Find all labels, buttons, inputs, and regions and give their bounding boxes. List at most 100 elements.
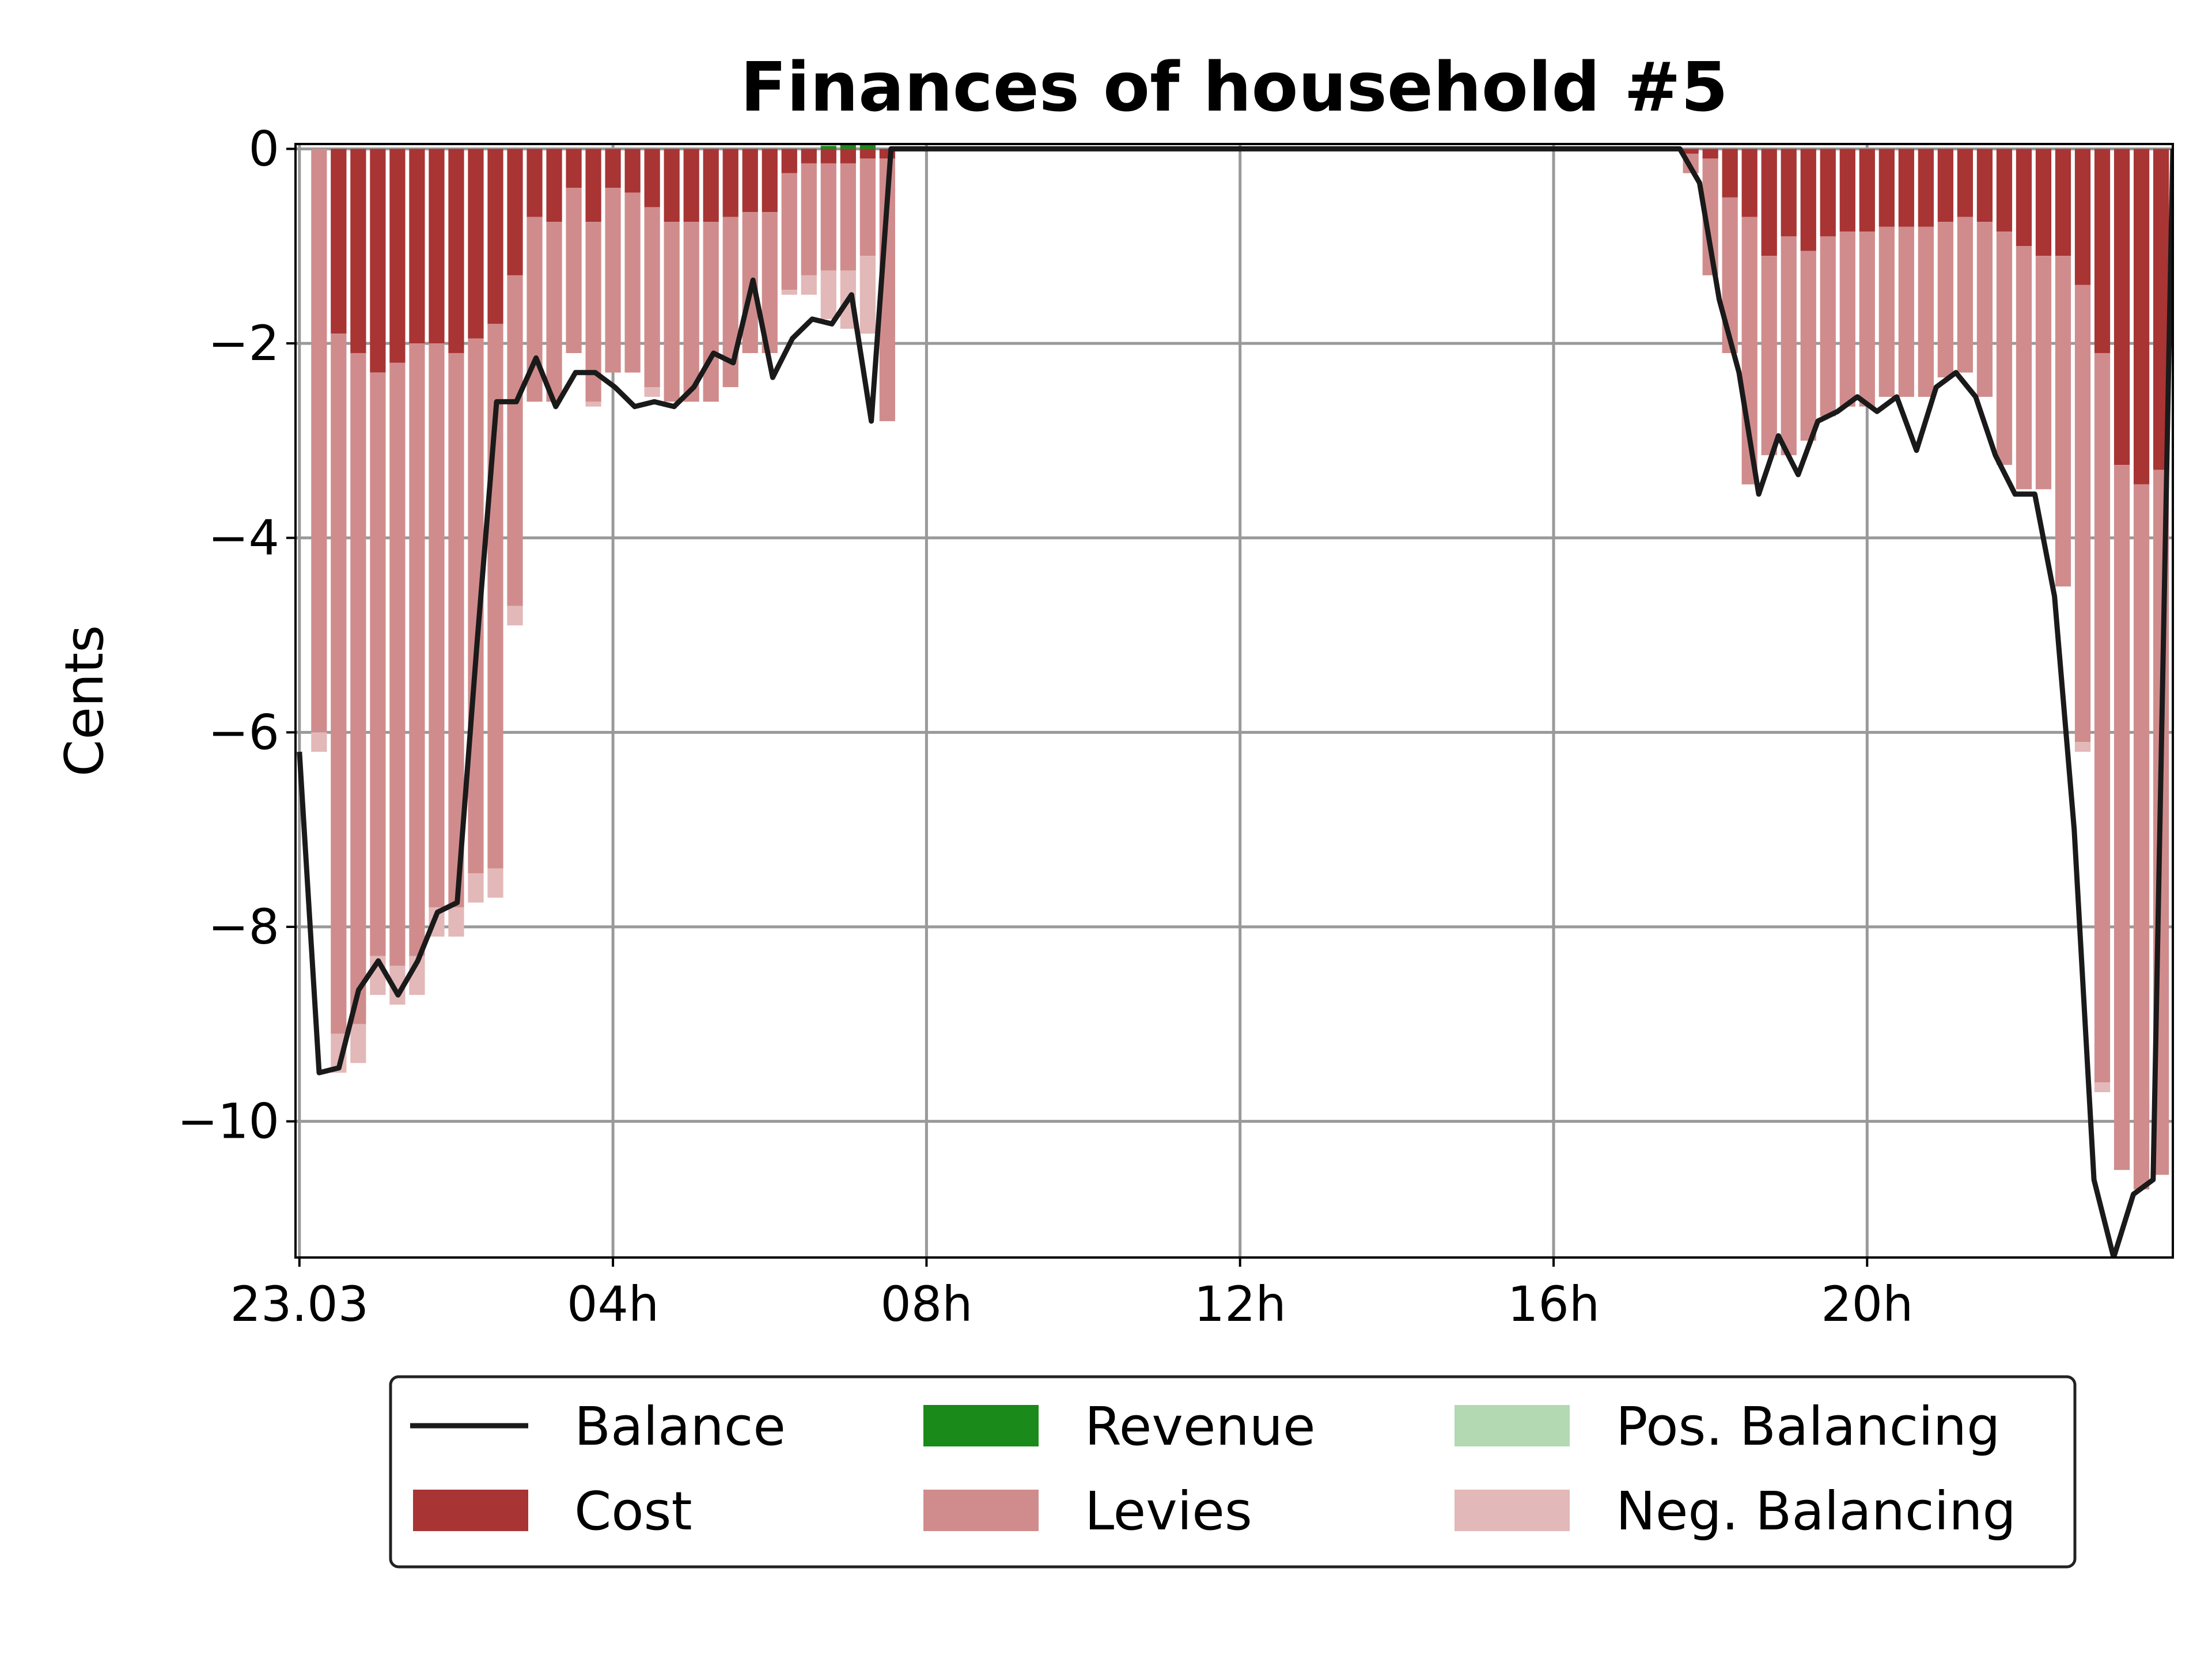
bar-cost — [644, 149, 660, 207]
legend-label-neg-balancing: Neg. Balancing — [1616, 1480, 2016, 1542]
bar-levies — [1839, 231, 1855, 407]
bar-revenue — [840, 144, 856, 149]
bar-cost — [1702, 149, 1718, 159]
bar-levies — [1800, 251, 1816, 441]
bar-neg-balancing — [487, 868, 503, 898]
bar-cost — [389, 149, 406, 363]
bar-neg-balancing — [448, 907, 464, 937]
bar-levies — [1859, 231, 1875, 407]
bar-cost — [840, 149, 856, 164]
bar-cost — [1957, 149, 1974, 217]
bar-cost — [1781, 149, 1797, 237]
bar-cost — [1800, 149, 1816, 251]
legend-swatch-neg-balancing — [1455, 1490, 1570, 1531]
axis-ticks: 0 −2 −4 −6 −8 −10 23.03 04h 08h 12h 16h 20h — [177, 120, 1914, 1332]
bar-levies — [683, 222, 699, 402]
bar-cost — [859, 149, 876, 159]
bar-pos-balancing — [820, 145, 836, 146]
bar-levies — [389, 362, 406, 966]
bar-cost — [429, 149, 445, 344]
bar-cost — [585, 149, 601, 222]
bar-levies — [820, 163, 836, 271]
bar-cost — [2094, 149, 2111, 353]
bar-neg-balancing — [350, 1024, 366, 1063]
bar-cost — [1761, 149, 1777, 256]
bar-cost — [781, 149, 797, 173]
bar-levies — [624, 192, 641, 373]
bar-levies — [840, 163, 856, 271]
bar-neg-balancing — [311, 732, 327, 752]
bar-levies — [1976, 222, 1993, 397]
bar-levies — [1878, 226, 1895, 397]
legend-swatch-revenue — [923, 1405, 1039, 1446]
bar-cost — [1741, 149, 1758, 217]
legend-label-balance: Balance — [574, 1396, 786, 1457]
bar-levies — [1761, 256, 1777, 456]
bar-cost — [2133, 149, 2150, 484]
x-tick-label: 20h — [1821, 1276, 1913, 1332]
bar-cost — [370, 149, 386, 373]
bar-cost — [683, 149, 699, 222]
bar-cost — [487, 149, 503, 324]
y-tick-label: −10 — [177, 1093, 279, 1150]
bar-levies — [1898, 226, 1914, 397]
bar-levies — [2133, 484, 2150, 1190]
bar-levies — [311, 149, 327, 733]
bar-cost — [1898, 149, 1914, 227]
bar-neg-balancing — [781, 290, 797, 295]
bar-neg-balancing — [644, 387, 660, 397]
bar-cost — [566, 149, 582, 188]
x-tick-label: 08h — [880, 1276, 972, 1332]
bar-levies — [2055, 256, 2071, 587]
bar-cost — [1859, 149, 1875, 232]
balance-line-layer — [297, 146, 2173, 1257]
legend-swatch-cost — [413, 1490, 528, 1531]
bar-cost — [1996, 149, 2013, 232]
bar-cost — [468, 149, 484, 339]
chart-title: Finances of household #5 — [740, 47, 1728, 127]
bar-cost — [1878, 149, 1895, 227]
y-tick-label: −6 — [208, 704, 279, 760]
bar-levies — [2016, 246, 2032, 490]
bar-neg-balancing — [468, 873, 484, 903]
bar-cost — [350, 149, 366, 353]
bar-cost — [1722, 149, 1738, 198]
bar-neg-balancing — [859, 256, 876, 334]
bar-cost — [2035, 149, 2052, 256]
bar-cost — [331, 149, 347, 334]
bar-levies — [1781, 236, 1797, 456]
bar-levies — [331, 334, 347, 1034]
y-tick-label: 0 — [249, 120, 279, 177]
bar-cost — [742, 149, 758, 213]
bar-levies — [703, 222, 719, 402]
x-tick-label: 16h — [1508, 1276, 1600, 1332]
bar-neg-balancing — [820, 270, 836, 319]
bar-levies — [1937, 222, 1953, 378]
bar-cost — [1976, 149, 1993, 222]
bar-revenue — [859, 144, 876, 149]
bar-levies — [429, 343, 445, 908]
bar-cost — [664, 149, 680, 222]
bar-cost — [1918, 149, 1934, 227]
x-tick-label: 23.03 — [230, 1276, 369, 1332]
bar-cost — [801, 149, 817, 164]
bar-levies — [507, 275, 523, 606]
bar-revenue — [820, 146, 836, 149]
bar-cost — [2074, 149, 2091, 285]
bar-cost — [507, 149, 523, 275]
bar-neg-balancing — [507, 605, 523, 626]
legend-label-revenue: Revenue — [1085, 1396, 1316, 1457]
bar-cost — [820, 149, 836, 164]
legend-box — [389, 1375, 2077, 1569]
bar-levies — [644, 207, 660, 388]
legend-swatch-levies — [923, 1490, 1039, 1531]
bar-neg-balancing — [2094, 1082, 2111, 1093]
bar-cost — [2016, 149, 2032, 247]
bar-neg-balancing — [585, 402, 601, 407]
legend: Balance Cost Revenue Levies Pos. Balancing Ne… — [389, 1375, 2077, 1569]
bar-levies — [2113, 465, 2130, 1171]
bar-cost — [409, 149, 425, 344]
bar-levies — [2074, 285, 2091, 743]
bar-cost — [448, 149, 464, 353]
legend-swatch-pos-balancing — [1455, 1405, 1570, 1446]
